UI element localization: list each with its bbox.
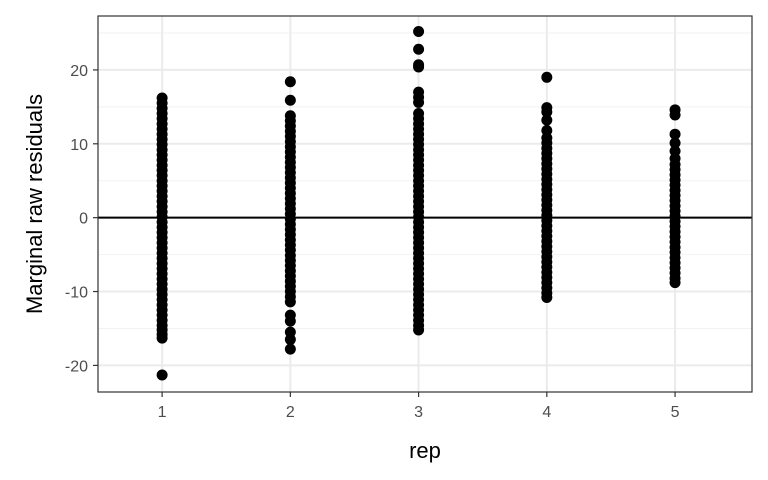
x-tick-label: 2 bbox=[286, 404, 295, 421]
y-tick-label: -20 bbox=[65, 358, 88, 375]
x-tick-label: 4 bbox=[542, 404, 551, 421]
data-point bbox=[541, 124, 553, 136]
data-point bbox=[541, 102, 553, 114]
data-point bbox=[541, 114, 553, 126]
data-point bbox=[284, 343, 296, 355]
minor-grid bbox=[98, 32, 752, 329]
data-point bbox=[669, 104, 681, 116]
panel-border bbox=[97, 15, 753, 393]
x-axis-title: rep bbox=[409, 438, 441, 463]
data-point bbox=[413, 43, 425, 55]
y-tick-label: 10 bbox=[70, 137, 88, 154]
data-point bbox=[413, 86, 425, 98]
data-point bbox=[284, 309, 296, 321]
data-point bbox=[413, 59, 425, 71]
data-point bbox=[413, 108, 425, 120]
y-tick-label: 20 bbox=[70, 63, 88, 80]
data-point bbox=[284, 94, 296, 106]
y-tick-label: -10 bbox=[65, 285, 88, 302]
data-point bbox=[156, 369, 168, 381]
plot-panel bbox=[97, 15, 753, 393]
data-points bbox=[156, 26, 681, 381]
data-point bbox=[541, 71, 553, 83]
y-axis: -20 -10 0 10 20 bbox=[65, 63, 98, 375]
data-point bbox=[669, 128, 681, 140]
y-axis-title: Marginal raw residuals bbox=[22, 94, 47, 314]
x-tick-label: 1 bbox=[158, 404, 167, 421]
data-point bbox=[669, 145, 681, 157]
data-point bbox=[669, 137, 681, 149]
data-point bbox=[284, 76, 296, 88]
data-point bbox=[284, 110, 296, 122]
data-point bbox=[156, 92, 168, 104]
data-point bbox=[413, 26, 425, 38]
x-tick-label: 3 bbox=[414, 404, 423, 421]
data-point bbox=[284, 326, 296, 338]
y-tick-label: 0 bbox=[79, 211, 88, 228]
x-axis: 1 2 3 4 5 bbox=[158, 392, 680, 421]
x-tick-label: 5 bbox=[671, 404, 680, 421]
